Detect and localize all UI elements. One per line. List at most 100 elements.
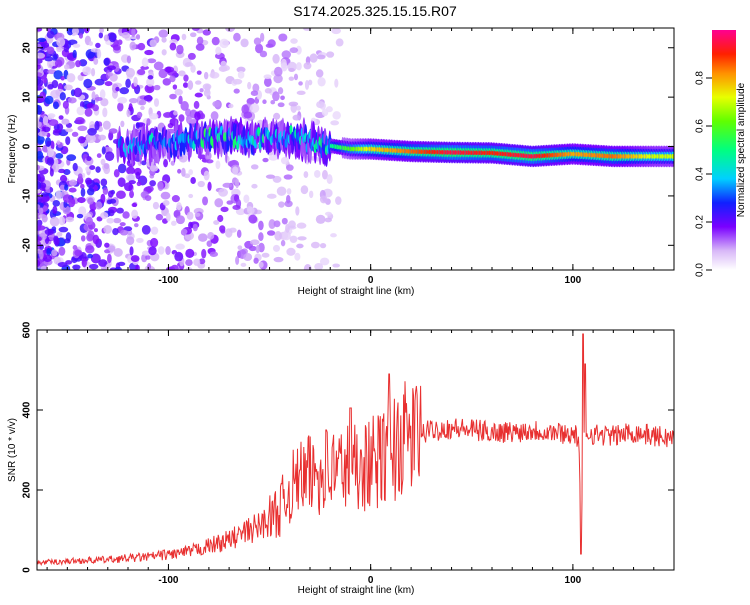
spectrogram-cell xyxy=(129,190,134,199)
spectrogram-cell xyxy=(66,73,76,83)
y-tick-label: -20 xyxy=(22,238,33,253)
spectrogram-cell xyxy=(235,256,240,265)
spectrogram-cell xyxy=(52,101,59,110)
spectrogram-cell xyxy=(102,107,108,118)
spectrogram-cell xyxy=(317,77,326,87)
spectrogram-cell xyxy=(215,160,221,170)
spectrogram-cell xyxy=(246,205,253,212)
spectrogram-cell xyxy=(59,174,68,184)
colorbar-label: Normalized spectral amplitude xyxy=(736,82,747,217)
spectrogram-cell xyxy=(37,121,42,128)
spectrogram-cell xyxy=(72,264,81,270)
spectrogram-cell xyxy=(107,253,112,264)
y-tick-label: 0 xyxy=(22,143,33,149)
spectrogram-cell xyxy=(298,81,303,86)
spectrogram-cell xyxy=(135,264,140,270)
spectrogram-cell xyxy=(68,179,78,186)
spectrogram-cell xyxy=(37,151,44,159)
spectrogram-cell xyxy=(144,84,155,94)
spectrogram-cell xyxy=(83,28,90,34)
spectrogram-cell xyxy=(141,250,151,256)
spectrogram-cell xyxy=(248,214,258,224)
spectrogram-cell xyxy=(214,198,224,208)
spectrogram-cell xyxy=(202,196,209,206)
spectrogram-cell xyxy=(209,71,220,79)
spectrogram-cell xyxy=(178,70,186,77)
spectrogram-cell xyxy=(140,65,150,70)
spectrogram-cell xyxy=(46,140,51,147)
spectrogram-cell xyxy=(90,253,101,264)
spectrogram-cell xyxy=(153,61,164,71)
spectrogram-cell xyxy=(201,248,207,259)
spectrogram-cell xyxy=(37,236,42,242)
spectrogram-cell xyxy=(255,43,264,54)
spectrogram-cell xyxy=(41,42,50,48)
spectrogram-cell xyxy=(191,28,200,31)
spectrogram-cell xyxy=(194,111,201,121)
spectrogram-cell xyxy=(47,83,54,90)
spectrogram-cell xyxy=(61,118,70,125)
y-tick-label: -10 xyxy=(22,188,33,203)
spectrogram-cell xyxy=(165,266,173,270)
spectrogram-cell xyxy=(94,78,105,86)
spectrogram-cell xyxy=(263,77,272,87)
spectrogram-cell xyxy=(64,184,69,191)
spectrogram-cell xyxy=(101,146,106,155)
spectrogram-cell xyxy=(119,87,130,95)
colorbar-tick-label: 0.8 xyxy=(695,71,706,85)
spectrogram-cell xyxy=(82,66,92,76)
spectrogram-cell xyxy=(171,195,180,203)
spectrogram-cell xyxy=(173,110,178,116)
spectrogram-cell xyxy=(103,34,109,42)
spectrogram-cell xyxy=(183,74,189,82)
spectrogram-cell xyxy=(100,178,108,187)
spectrogram-cell xyxy=(37,105,43,115)
spectrogram-cell xyxy=(117,163,127,174)
spectrogram-cell xyxy=(42,126,51,133)
spectrogram-cell xyxy=(107,190,114,198)
spectrogram-cell xyxy=(126,236,135,245)
spectrogram-cell xyxy=(247,81,252,90)
spectrogram-y-ticks: -20 -10 0 10 20 xyxy=(22,42,674,253)
spectrogram-cell xyxy=(78,136,86,144)
spectrogram-cell xyxy=(77,125,88,132)
spectrogram-cell xyxy=(80,187,86,197)
spectrogram-cell xyxy=(113,63,120,72)
spectrogram-cell xyxy=(104,242,110,248)
spectrogram-y-label: Frequency (Hz) xyxy=(7,115,18,184)
spectrogram-cell xyxy=(181,167,186,177)
spectrogram-cell xyxy=(125,78,131,89)
spectrogram-cell xyxy=(210,111,219,121)
spectrogram-cell xyxy=(280,156,289,165)
spectrogram-cell xyxy=(80,183,85,189)
spectrogram-cell xyxy=(119,222,126,227)
spectrogram-cell xyxy=(249,103,260,113)
spectrogram-cell xyxy=(153,98,160,107)
spectrogram-cell xyxy=(39,250,44,260)
spectrogram-cell xyxy=(190,64,196,73)
spectrogram-cell xyxy=(270,100,276,105)
spectrogram-cell xyxy=(324,211,332,216)
spectrogram-cell xyxy=(53,70,63,80)
spectrogram-cell xyxy=(274,231,282,241)
spectrogram-cell xyxy=(194,92,203,98)
spectrogram-cell xyxy=(188,221,193,230)
spectrogram-cell xyxy=(124,182,133,192)
spectrogram-cell xyxy=(266,193,277,199)
snr-series-line xyxy=(37,333,674,567)
spectrogram-cell xyxy=(145,255,151,260)
x-tick-label: -100 xyxy=(158,275,178,286)
spectrogram-cell xyxy=(56,231,63,237)
spectrogram-cell xyxy=(77,173,83,180)
spectrogram-cell xyxy=(335,38,344,47)
spectrogram-cell xyxy=(55,190,62,200)
spectrogram-cell xyxy=(51,249,58,257)
spectrogram-cell xyxy=(240,262,247,267)
spectrogram-cell xyxy=(56,37,66,47)
spectrogram-cell xyxy=(67,97,77,104)
spectrogram-cell xyxy=(246,97,255,105)
spectrogram-cell xyxy=(44,56,54,62)
spectrogram-cell xyxy=(147,75,154,80)
spectrogram-cell xyxy=(186,211,194,220)
